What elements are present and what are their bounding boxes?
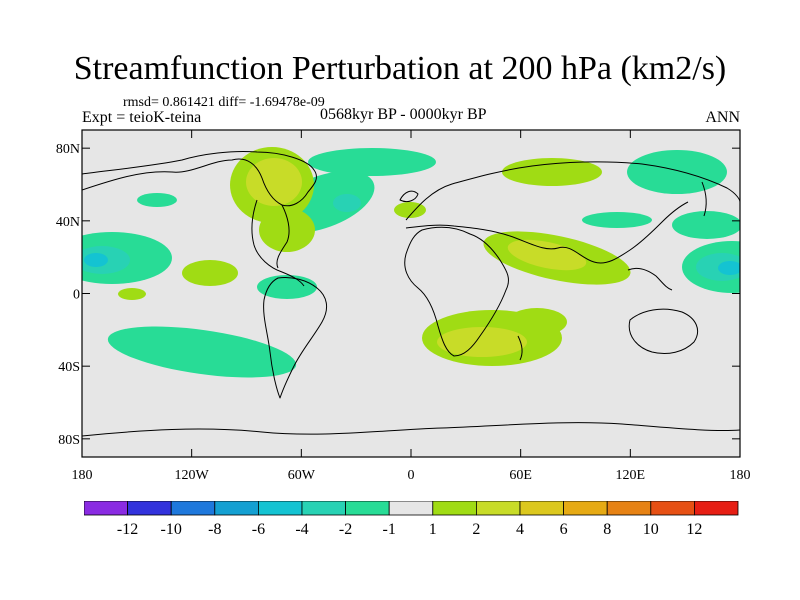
- eurasia-north-coast: [405, 161, 740, 221]
- madagascar: [517, 335, 523, 361]
- lat-tick-label: 40N: [56, 215, 80, 230]
- plot-title: Streamfunction Perturbation at 200 hPa (…: [73, 50, 727, 87]
- contour-positive-region: [182, 260, 238, 286]
- contour-positive-region: [259, 208, 315, 252]
- colorbar-label: 10: [643, 521, 659, 538]
- lon-tick-label: 60W: [288, 468, 316, 483]
- contour-negative-region: [137, 193, 177, 207]
- lon-tick-label: 120W: [175, 468, 210, 483]
- contour-negative-core: [333, 194, 361, 212]
- colorbar-label: -4: [295, 521, 308, 538]
- season-label: ANN: [705, 109, 740, 126]
- australia: [628, 308, 698, 355]
- colorbar-label: -6: [252, 521, 265, 538]
- lon-tick-label: 0: [408, 468, 415, 483]
- contour-negative-core: [84, 253, 108, 267]
- british-isles: [399, 190, 419, 203]
- south-america: [263, 277, 328, 399]
- lat-tick-label: 80N: [56, 142, 80, 157]
- lon-tick-label: 180: [72, 468, 93, 483]
- latitude-labels: 80N 40N 0 40S 80S: [56, 142, 80, 448]
- eurasia-south-coast: [405, 201, 689, 264]
- colorbar-swatch: [127, 501, 172, 516]
- colorbar-swatch: [432, 501, 477, 516]
- colorbar-label: 4: [516, 521, 524, 538]
- colorbar-swatch: [519, 501, 564, 516]
- north-america-coast: [82, 151, 317, 207]
- lat-tick-label: 40S: [58, 360, 80, 375]
- africa: [404, 226, 509, 357]
- colorbar-label: -12: [117, 521, 138, 538]
- colorbar-swatch: [345, 501, 390, 516]
- period-label: 0568kyr BP - 0000kyr BP: [320, 106, 487, 123]
- colorbar-swatch: [475, 501, 521, 516]
- contour-negative-region: [308, 148, 436, 176]
- colorbar-label: -10: [161, 521, 182, 538]
- experiment-label: Expt = teioK-teina: [82, 109, 202, 126]
- colorbar-label: 12: [686, 521, 702, 538]
- contour-negative-region: [582, 212, 652, 228]
- coastlines: [82, 151, 740, 437]
- colorbar-swatch: [650, 501, 695, 516]
- axis-ticks: [81, 130, 741, 457]
- colorbar-swatch: [694, 501, 739, 516]
- colorbar-label: -1: [383, 521, 396, 538]
- colorbar-swatch: [606, 501, 652, 516]
- lon-tick-label: 120E: [616, 468, 646, 483]
- colorbar-label: 1: [429, 521, 437, 538]
- contour-positive-core: [437, 327, 527, 357]
- north-america-east-coast: [276, 204, 290, 269]
- lat-tick-label: 0: [73, 288, 80, 303]
- colorbar: -12 -10 -8 -6 -4 -2 -1 1 2 4 6 8 10 12: [84, 501, 739, 538]
- lat-tick-label: 80S: [58, 433, 80, 448]
- colorbar-label: 2: [472, 521, 480, 538]
- colorbar-label: -8: [208, 521, 221, 538]
- contour-negative-region: [672, 211, 740, 239]
- colorbar-swatch: [257, 501, 303, 516]
- maritime-continent: [627, 267, 673, 291]
- colorbar-swatch: [84, 501, 128, 516]
- contour-negative-region: [107, 326, 297, 378]
- colorbar-swatch: [388, 501, 434, 516]
- antarctica-coast: [82, 422, 740, 437]
- map-figure: 80N 40N 0 40S 80S 180 120W 60W 0 60E 120E 180: [56, 129, 751, 483]
- colorbar-label: -2: [339, 521, 352, 538]
- colorbar-swatch: [170, 501, 216, 516]
- longitude-labels: 180 120W 60W 0 60E 120E 180: [72, 468, 751, 483]
- contour-fill-layer: [82, 147, 740, 378]
- colorbar-swatch: [214, 501, 259, 516]
- colorbar-label: 8: [603, 521, 611, 538]
- contour-positive-region: [507, 308, 567, 336]
- kamchatka: [701, 181, 707, 217]
- contour-positive-core: [246, 158, 302, 206]
- colorbar-swatch: [301, 501, 346, 516]
- contour-positive-region: [502, 158, 602, 186]
- contour-negative-core: [718, 261, 740, 275]
- colorbar-label: 6: [560, 521, 568, 538]
- contour-negative-region: [257, 275, 317, 299]
- map-background: [82, 130, 740, 457]
- colorbar-swatch: [563, 501, 608, 516]
- lon-tick-label: 180: [730, 468, 751, 483]
- contour-positive-region: [118, 288, 146, 300]
- stats-label: rmsd= 0.861421 diff= -1.69478e-09: [123, 95, 325, 110]
- contour-negative-region: [627, 150, 727, 194]
- lon-tick-label: 60E: [509, 468, 532, 483]
